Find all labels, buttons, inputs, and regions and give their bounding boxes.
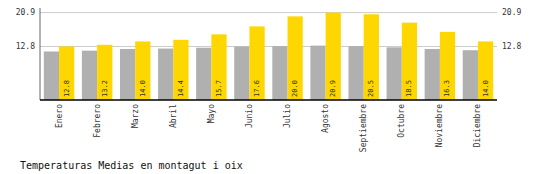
data-label: 14.0	[482, 80, 490, 97]
bar	[364, 14, 379, 100]
x-tick-label: Mayo	[207, 104, 216, 123]
x-tick-label: Agosto	[321, 104, 330, 133]
bar	[425, 49, 440, 100]
x-tick-label: Abril	[169, 104, 178, 128]
grid-line	[40, 12, 497, 13]
x-tick-label: Enero	[55, 104, 64, 128]
bar	[288, 16, 303, 100]
x-tick-label: Septiembre	[359, 104, 368, 152]
bars	[44, 13, 493, 100]
x-tick-label: Diciembre	[473, 104, 482, 148]
y2-tick-label: 20.9	[502, 8, 521, 17]
bar	[97, 45, 112, 100]
x-tick-label: Marzo	[131, 104, 140, 128]
chart: 12.8 20.9 12.8 20.9 12.8 13.2 14.0 14.4 15.7 17.6…	[0, 0, 537, 174]
x-tick-label: Noviembre	[435, 104, 444, 148]
bar	[326, 13, 341, 100]
data-label: 14.4	[177, 80, 185, 97]
data-label: 20.0	[291, 80, 299, 97]
bar	[387, 47, 402, 100]
bar	[135, 41, 150, 100]
bar	[196, 48, 211, 100]
data-label: 14.0	[139, 80, 147, 97]
x-tick-label: Julio	[283, 104, 292, 128]
x-tick-label: Octubre	[397, 104, 406, 138]
bar	[211, 34, 226, 100]
bar	[173, 40, 188, 100]
data-label: 15.7	[215, 80, 223, 97]
bar	[158, 49, 173, 100]
y-axis-line	[40, 8, 41, 100]
bar	[44, 51, 59, 100]
bar	[440, 32, 455, 100]
bar	[310, 46, 325, 100]
data-label: 18.5	[405, 80, 413, 97]
bar	[120, 49, 135, 100]
data-label: 16.3	[443, 80, 451, 97]
title: Temperaturas Medias en montagut i oix	[20, 160, 243, 171]
y-tick-label: 12.8	[16, 42, 35, 51]
x-tick-label: Febrero	[93, 104, 102, 138]
data-label: 13.2	[101, 80, 109, 97]
bar	[59, 46, 74, 100]
y2-tick-label: 12.8	[502, 42, 521, 51]
x-tick-label: Junio	[245, 104, 254, 128]
bar	[249, 26, 264, 100]
data-label: 20.5	[367, 80, 375, 97]
data-label: 20.9	[329, 80, 337, 97]
y-tick-label: 20.9	[16, 8, 35, 17]
bar	[478, 41, 493, 100]
bar	[402, 23, 417, 100]
data-label: 12.8	[63, 80, 71, 97]
data-label: 17.6	[253, 80, 261, 97]
bar	[463, 50, 478, 100]
bar	[348, 46, 363, 100]
bar	[234, 46, 249, 100]
bar	[82, 51, 97, 100]
bar	[272, 46, 287, 100]
x-axis-line	[40, 99, 497, 101]
